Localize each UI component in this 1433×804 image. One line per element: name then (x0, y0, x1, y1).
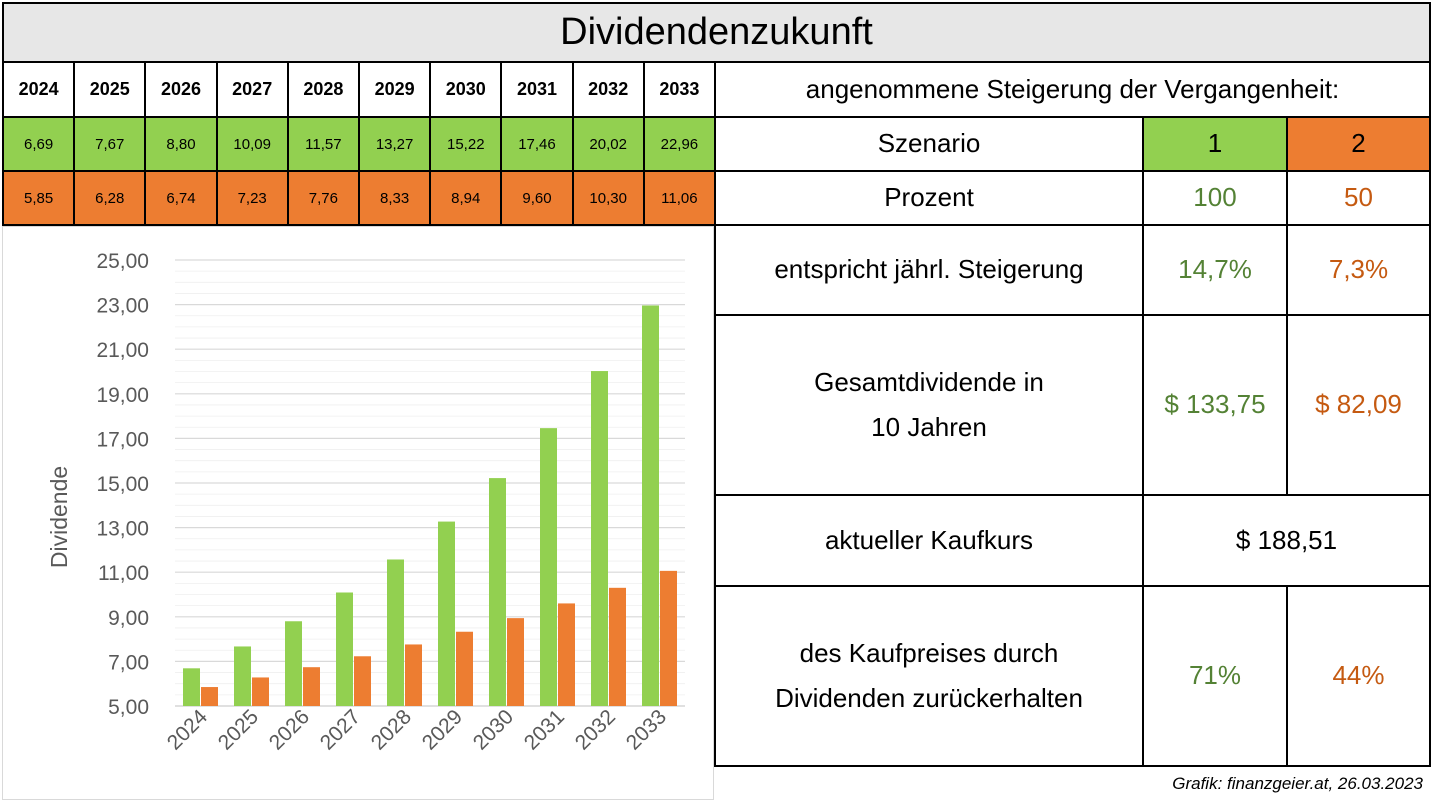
x-tick-label: 2028 (367, 705, 416, 754)
scenario1-value-cell: 22,96 (642, 116, 716, 172)
x-tick-label: 2026 (265, 705, 314, 754)
gesamt-label: Gesamtdividende in 10 Jahren (714, 314, 1144, 496)
year-header-cell: 2030 (429, 61, 503, 118)
szenario-label: Szenario (714, 116, 1144, 172)
scenario1-value-cell: 20,02 (571, 116, 645, 172)
szenario-1-cell: 1 (1142, 116, 1288, 172)
scenario2-value-cell: 7,76 (286, 170, 360, 226)
y-tick-label: 9,00 (108, 607, 149, 630)
y-tick-label: 17,00 (96, 428, 149, 451)
year-header-cell: 2031 (500, 61, 574, 118)
y-tick-label: 25,00 (96, 250, 149, 273)
scenario1-value-cell: 17,46 (500, 116, 574, 172)
bar-scenario-1 (540, 428, 557, 706)
scenario2-value-cell: 7,23 (215, 170, 289, 226)
y-axis-label: Dividende (46, 466, 72, 568)
bar-scenario-1 (183, 668, 200, 706)
scenario2-value-cell: 5,85 (2, 170, 76, 226)
bar-scenario-2 (354, 656, 371, 706)
bar-scenario-1 (489, 478, 506, 706)
year-header-cell: 2032 (571, 61, 645, 118)
scenario2-value-cell: 6,74 (144, 170, 218, 226)
szenario-2-cell: 2 (1286, 116, 1431, 172)
steigerung-2-value: 7,3% (1286, 224, 1431, 316)
scenario2-value-cell: 8,94 (429, 170, 503, 226)
scenario2-value-cell: 6,28 (73, 170, 147, 226)
bar-scenario-2 (507, 618, 524, 706)
steigerung-label: entspricht jährl. Steigerung (714, 224, 1144, 316)
bar-scenario-1 (387, 559, 404, 706)
bar-scenario-1 (234, 646, 251, 706)
scenario1-value-cell: 7,67 (73, 116, 147, 172)
x-tick-label: 2024 (163, 705, 213, 755)
prozent-2-value: 50 (1286, 170, 1431, 226)
prozent-label: Prozent (714, 170, 1144, 226)
bar-scenario-2 (201, 687, 218, 706)
bar-scenario-1 (438, 521, 455, 706)
scenario1-value-cell: 13,27 (358, 116, 432, 172)
page-title: Dividendenzukunft (2, 2, 1431, 63)
x-tick-label: 2030 (469, 705, 518, 754)
scenario1-value-cell: 15,22 (429, 116, 503, 172)
y-tick-label: 7,00 (108, 651, 149, 674)
dividend-bar-chart: 5,00 7,00 9,00 11,00 13,00 15,00 17,00 19,00 21,… (46, 250, 685, 755)
x-tick-label: 2027 (316, 705, 365, 754)
x-tick-label: 2032 (571, 705, 620, 754)
y-tick-label: 11,00 (98, 562, 149, 585)
zurueck-2-value: 44% (1286, 585, 1431, 767)
info-header: angenommene Steigerung der Vergangenheit… (714, 61, 1431, 118)
bar-scenario-2 (456, 631, 473, 706)
bar-scenario-2 (558, 603, 575, 706)
scenario2-value-cell: 9,60 (500, 170, 574, 226)
x-tick-label: 2033 (622, 705, 671, 754)
x-tick-label: 2029 (418, 705, 467, 754)
y-tick-label: 13,00 (96, 518, 149, 541)
bar-scenario-1 (591, 371, 608, 706)
year-header-cell: 2029 (358, 61, 432, 118)
year-header-cell: 2024 (2, 61, 76, 118)
bar-scenario-2 (660, 570, 677, 706)
steigerung-1-value: 14,7% (1142, 224, 1288, 316)
bar-scenario-2 (609, 587, 626, 706)
bar-scenario-1 (642, 305, 659, 706)
kaufkurs-label: aktueller Kaufkurs (714, 494, 1144, 587)
year-header-cell: 2033 (642, 61, 716, 118)
x-tick-label: 2025 (214, 705, 263, 754)
y-tick-label: 21,00 (96, 339, 149, 362)
bar-scenario-2 (303, 667, 320, 706)
scenario1-value-cell: 6,69 (2, 116, 76, 172)
scenario2-value-cell: 10,30 (571, 170, 645, 226)
y-tick-label: 5,00 (108, 696, 149, 719)
scenario2-value-cell: 11,06 (642, 170, 716, 226)
year-header-cell: 2028 (286, 61, 360, 118)
gesamt-1-value: $ 133,75 (1142, 314, 1288, 496)
scenario2-value-cell: 8,33 (358, 170, 432, 226)
zurueck-1-value: 71% (1142, 585, 1288, 767)
scenario1-value-cell: 8,80 (144, 116, 218, 172)
bar-scenario-2 (405, 644, 422, 706)
bar-scenario-1 (285, 621, 302, 706)
y-tick-label: 15,00 (96, 473, 149, 496)
chart-container: 5,00 7,00 9,00 11,00 13,00 15,00 17,00 19,00 21,… (2, 226, 714, 800)
x-tick-label: 2031 (520, 705, 569, 754)
bar-scenario-2 (252, 677, 269, 706)
y-tick-label: 23,00 (96, 295, 149, 318)
gesamt-2-value: $ 82,09 (1286, 314, 1431, 496)
year-header-cell: 2026 (144, 61, 218, 118)
bar-scenario-1 (336, 592, 353, 706)
kaufkurs-value: $ 188,51 (1142, 494, 1431, 587)
scenario1-value-cell: 10,09 (215, 116, 289, 172)
year-header-cell: 2027 (215, 61, 289, 118)
credit-text: Grafik: finanzgeier.at, 26.03.2023 (1172, 773, 1423, 793)
scenario1-value-cell: 11,57 (286, 116, 360, 172)
y-tick-label: 19,00 (96, 384, 149, 407)
prozent-1-value: 100 (1142, 170, 1288, 226)
zurueck-label: des Kaufpreises durch Dividenden zurücke… (714, 585, 1144, 767)
year-header-cell: 2025 (73, 61, 147, 118)
